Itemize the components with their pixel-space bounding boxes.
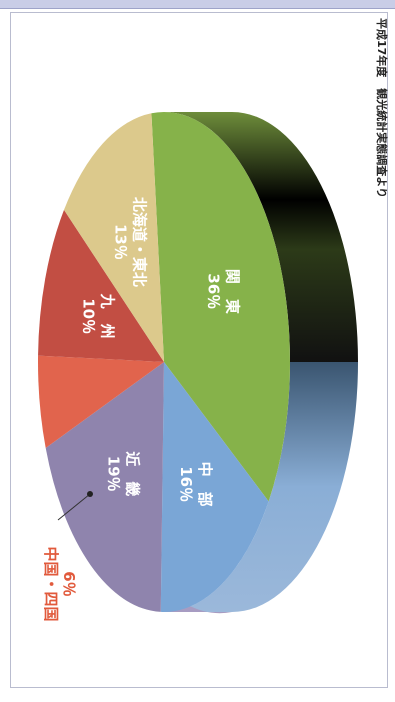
slice-label-group-4: 九 州10％: [80, 293, 117, 339]
slice-name-1: 中 部: [196, 462, 214, 507]
pie-slice-0: [151, 112, 290, 502]
callout-line: [57, 493, 91, 521]
callout-label: 中国・四国 6％: [42, 546, 78, 621]
slice-name-5: 北海道・東北: [130, 197, 148, 287]
pie-side-blue: [164, 362, 358, 612]
slice-name-0: 関 東: [223, 269, 241, 314]
top-bar: [0, 0, 395, 9]
pie-slice-2: [45, 362, 164, 612]
callout-text-group: 中国・四国 6％: [42, 546, 78, 621]
pie-slices: [38, 112, 290, 613]
slice-value-0: 36％: [204, 273, 222, 309]
callout-value: 6％: [60, 571, 78, 596]
pie-side-green: [164, 112, 358, 362]
slice-value-4: 10％: [80, 298, 98, 334]
source-note: 平成17年度 観光統計実態調査より: [375, 18, 389, 198]
pie-slice-5: [63, 113, 164, 362]
pie-slice-4: [38, 209, 165, 362]
slice-value-5: 13％: [111, 224, 129, 260]
pie-slice-1: [160, 362, 269, 613]
slice-value-1: 16％: [177, 466, 195, 502]
slice-value-2: 19％: [105, 456, 123, 492]
callout-name: 中国・四国: [42, 546, 60, 621]
slice-name-2: 近 畿: [124, 451, 142, 496]
pie-slice-3: [38, 355, 164, 449]
slice-name-4: 九 州: [99, 293, 117, 339]
callout-dot: [87, 491, 93, 497]
slice-label-group-0: 関 東36％: [204, 269, 241, 314]
slice-label-group-1: 中 部16％: [177, 462, 214, 507]
slice-label-group-2: 近 畿19％: [105, 451, 142, 496]
